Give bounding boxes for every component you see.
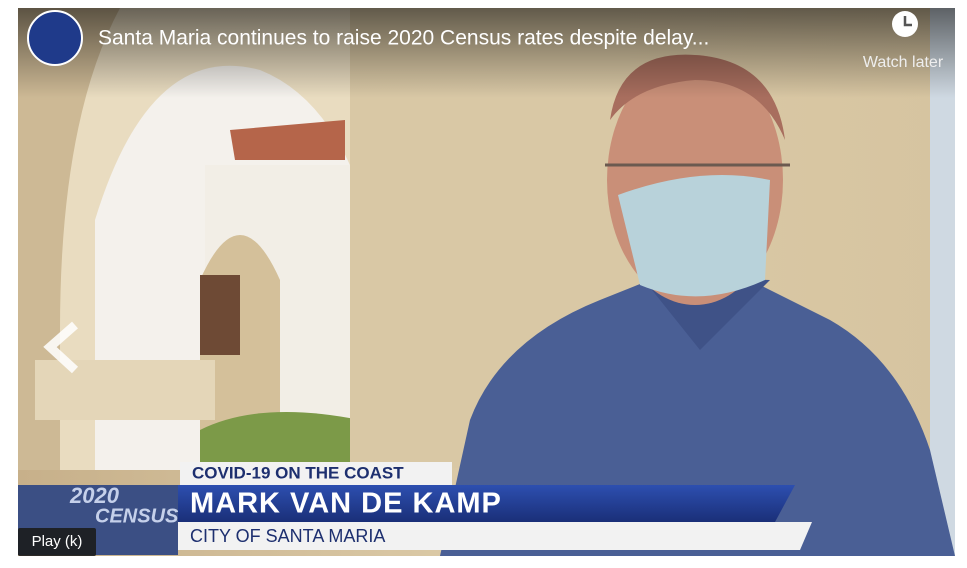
video-frame <box>18 8 955 556</box>
kicker-text: COVID-19 ON THE COAST <box>192 463 404 482</box>
name-text: MARK VAN DE KAMP <box>190 488 502 520</box>
shrubs <box>200 412 360 470</box>
census-year: 2020 <box>69 483 120 508</box>
pillar-base <box>35 360 215 420</box>
page: {"video": { "title": "Santa Maria contin… <box>0 0 967 568</box>
top-shade <box>18 8 955 98</box>
mask <box>618 175 770 296</box>
census-word: CENSUS <box>95 505 179 527</box>
play-tooltip-text[interactable]: Play (k) <box>32 533 83 550</box>
video-player: Santa Maria continues to raise 2020 Cens… <box>0 0 967 568</box>
channel-logo[interactable] <box>28 11 82 65</box>
doorway <box>200 275 240 355</box>
video-title[interactable]: Santa Maria continues to raise 2020 Cens… <box>98 27 709 50</box>
watch-later-label[interactable]: Watch later <box>863 54 944 71</box>
affiliation-text: CITY OF SANTA MARIA <box>190 526 385 546</box>
